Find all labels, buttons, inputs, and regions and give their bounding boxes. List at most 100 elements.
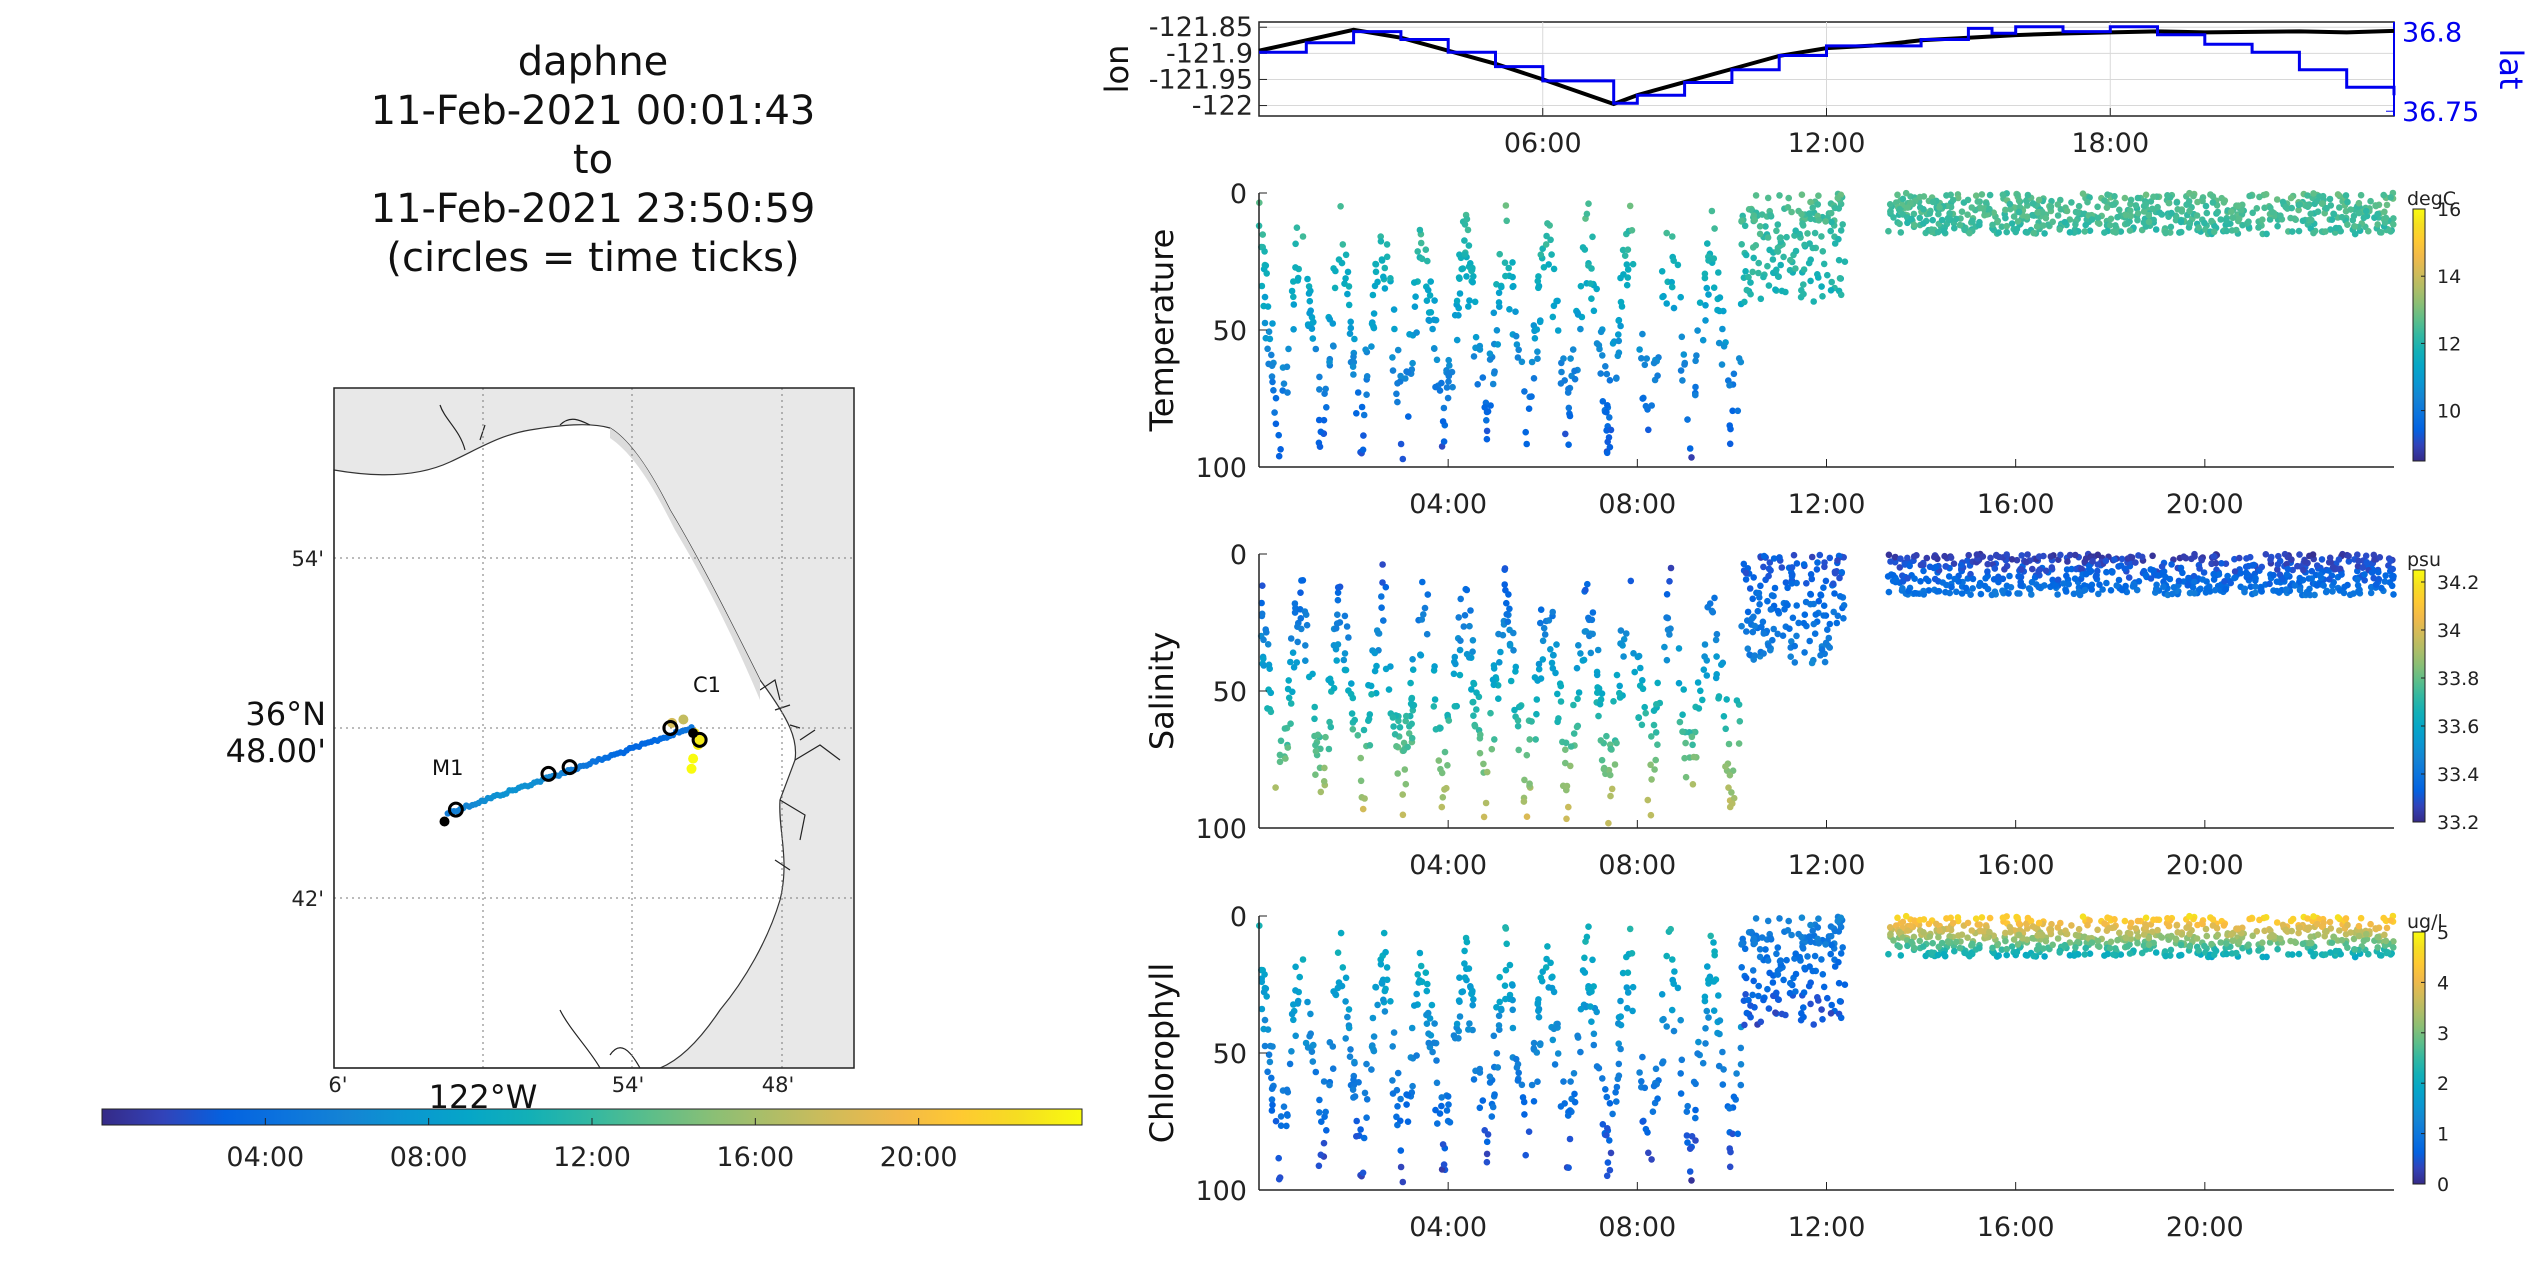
chlorophyll-data-point (1409, 1082, 1416, 1090)
chlorophyll-data-point (1502, 925, 1510, 932)
title-line-2: 11-Feb-2021 00:01:43 (371, 88, 816, 134)
temperature-data-point (1972, 192, 1980, 199)
salinity-data-point (2170, 584, 2178, 591)
salinity-data-point (1631, 668, 1638, 676)
chlorophyll-data-point (1275, 1175, 1283, 1183)
salinity-data-point (1652, 729, 1660, 736)
salinity-data-point (1473, 706, 1480, 713)
chlorophyll-data-point (1663, 952, 1670, 960)
salinity-data-point (1941, 552, 1948, 560)
map-lon-tick-54: 54' (612, 1073, 645, 1097)
chlorophyll-data-point (1461, 960, 1468, 967)
temperature-data-point (2110, 228, 2117, 235)
temperature-data-point (1737, 358, 1745, 366)
chlorophyll-data-point (2079, 913, 2087, 920)
salinity-data-point (1713, 653, 1720, 660)
chlorophyll-data-point (1261, 1016, 1269, 1024)
salinity-data-point (2196, 565, 2203, 572)
salinity-data-point (2355, 588, 2363, 596)
chlorophyll-data-point (2277, 935, 2284, 942)
salinity-data-point (1945, 573, 1953, 580)
salinity-data-point (1408, 695, 1415, 703)
salinity-data-point (2026, 586, 2034, 593)
temperature-data-point (1461, 251, 1469, 258)
salinity-data-point (2200, 569, 2208, 576)
salinity-data-point (1431, 663, 1438, 670)
chlorophyll-data-point (1465, 965, 1473, 972)
temperature-data-point (1293, 224, 1301, 231)
chlorophyll-data-point (2337, 950, 2344, 958)
temperature-data-point (2367, 197, 2374, 205)
temperature-data-point (1920, 220, 1927, 227)
temperature-data-point (2233, 226, 2240, 234)
temperature-data-point (1681, 361, 1688, 368)
temperature-data-point (2279, 198, 2287, 206)
temperature-data-point (2023, 198, 2030, 205)
temperature-data-point (1686, 445, 1694, 452)
chlorophyll-data-point (1404, 1118, 1412, 1125)
salinity-data-point (1723, 696, 1730, 703)
salinity-data-point (1435, 757, 1443, 764)
temperature-data-point (2033, 223, 2041, 230)
chlorophyll-data-point (1726, 1145, 1733, 1152)
chlorophyll-data-point (2380, 914, 2387, 922)
temperature-data-point (2347, 206, 2354, 213)
chlorophyll-data-point (1383, 976, 1391, 984)
salinity-data-point (2160, 568, 2168, 575)
chlorophyll-data-point (1397, 1095, 1404, 1103)
chlorophyll-data-point (1509, 1006, 1516, 1014)
salinity-colorbar-tick-label: 34.2 (2437, 572, 2479, 594)
temperature-data-point (1810, 298, 1817, 305)
chlorophyll-colorbar-tick-label: 3 (2437, 1023, 2449, 1045)
chlorophyll-data-point (1414, 971, 1421, 978)
salinity-data-point (1407, 679, 1414, 687)
chlorophyll-data-point (2357, 914, 2365, 922)
salinity-data-point (2060, 580, 2067, 587)
temperature-data-point (1623, 261, 1631, 268)
salinity-data-point (1750, 574, 1757, 581)
temperature-data-point (2186, 219, 2194, 227)
salinity-data-point (1471, 723, 1479, 730)
chlorophyll-data-point (1509, 982, 1516, 989)
salinity-data-point (2371, 556, 2378, 563)
chlorophyll-data-point (2223, 950, 2230, 958)
temperature-data-point (1440, 438, 1448, 445)
temperature-data-point (1663, 229, 1670, 237)
chlorophyll-data-point (1783, 956, 1790, 964)
chlorophyll-data-point (1560, 1078, 1567, 1085)
salinity-data-point (1976, 579, 1984, 587)
temperature-data-point (1554, 327, 1562, 334)
salinity-data-point (2283, 571, 2291, 578)
salinity-data-point (1816, 551, 1824, 559)
salinity-data-point (2250, 561, 2258, 569)
chlorophyll-data-point (2342, 915, 2350, 922)
chlorophyll-data-point (1488, 1113, 1496, 1120)
temperature-data-point (1374, 278, 1381, 286)
chlorophyll-data-point (1604, 1125, 1611, 1132)
salinity-data-point (1259, 582, 1266, 589)
salinity-data-point (1704, 603, 1711, 611)
chlorophyll-data-point (1766, 969, 1773, 977)
salinity-data-point (1264, 641, 1272, 648)
title-line-5: (circles = time ticks) (386, 235, 799, 281)
salinity-data-point (1722, 763, 1729, 770)
salinity-data-point (1885, 588, 1893, 596)
chlorophyll-data-point (1342, 1035, 1349, 1042)
salinity-data-point (1287, 720, 1294, 727)
salinity-data-point (1593, 671, 1601, 679)
temperature-data-point (2145, 211, 2153, 219)
salinity-data-point (2296, 551, 2303, 558)
temperature-data-point (1741, 222, 1749, 230)
salinity-data-point (2108, 569, 2116, 576)
temperature-data-point (1602, 363, 1609, 370)
chlorophyll-data-point (1502, 995, 1509, 1003)
temperature-data-point (2023, 229, 2031, 236)
salinity-data-point (2168, 561, 2175, 568)
temperature-data-point (1262, 262, 1270, 269)
temperature-data-point (1935, 210, 1942, 218)
chlorophyll-data-point (1554, 1050, 1562, 1057)
chlorophyll-data-point (1730, 1093, 1738, 1101)
temperature-data-point (1509, 259, 1516, 266)
chlorophyll-data-point (1357, 1126, 1364, 1133)
salinity-data-point (2186, 589, 2194, 597)
